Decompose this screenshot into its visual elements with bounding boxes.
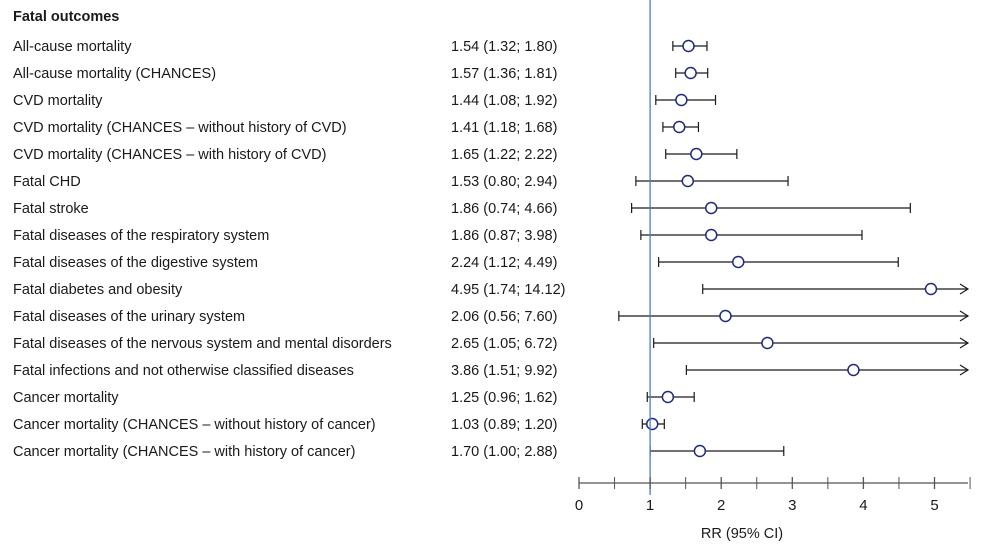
rr-point-marker <box>684 66 697 80</box>
outcome-label: All-cause mortality (CHANCES) <box>13 66 216 82</box>
outcome-label: CVD mortality <box>13 93 103 109</box>
forest-row: Cancer mortality (CHANCES – with history… <box>13 444 785 460</box>
rr-ci-text: 4.95 (1.74; 14.12) <box>451 282 565 298</box>
forest-row: Fatal diseases of the digestive system 2.… <box>13 255 899 271</box>
rr-point-marker <box>704 228 718 242</box>
plot-rows: All-cause mortality 1.54 (1.32; 1.80)All-… <box>13 39 970 460</box>
outcome-label: Fatal diseases of the digestive system <box>13 255 258 271</box>
ci-arrow <box>959 283 970 295</box>
rr-point-marker <box>761 336 774 350</box>
forest-row: CVD mortality 1.44 (1.08; 1.92) <box>13 93 717 109</box>
outcome-label: Cancer mortality (CHANCES – with history… <box>13 444 355 460</box>
ci-arrow <box>959 310 970 322</box>
rr-point-marker <box>732 255 745 269</box>
outcome-label: Fatal diabetes and obesity <box>13 282 183 298</box>
ci-arrow <box>959 337 970 349</box>
forest-row: Fatal CHD 1.53 (0.80; 2.94) <box>13 174 789 190</box>
x-tick-label: 5 <box>930 497 938 514</box>
forest-row: Cancer mortality (CHANCES – without hist… <box>13 417 665 433</box>
rr-ci-text: 1.25 (0.96; 1.62) <box>451 390 557 406</box>
section-header: Fatal outcomes <box>13 9 119 25</box>
rr-ci-text: 1.41 (1.18; 1.68) <box>451 120 557 136</box>
rr-point-marker <box>673 120 686 134</box>
rr-ci-text: 1.86 (0.87; 3.98) <box>451 228 557 244</box>
x-tick-label: 0 <box>575 497 583 514</box>
outcome-label: All-cause mortality <box>13 39 132 55</box>
rr-ci-text: 1.54 (1.32; 1.80) <box>451 39 557 55</box>
forest-row: All-cause mortality (CHANCES) 1.57 (1.36;… <box>13 66 709 82</box>
rr-point-marker <box>924 282 938 296</box>
rr-point-marker <box>690 147 703 161</box>
rr-point-marker <box>693 444 707 458</box>
rr-ci-text: 3.86 (1.51; 9.92) <box>451 363 557 379</box>
rr-ci-text: 1.70 (1.00; 2.88) <box>451 444 557 460</box>
rr-ci-text: 1.57 (1.36; 1.81) <box>451 66 557 82</box>
rr-ci-text: 1.86 (0.74; 4.66) <box>451 201 557 217</box>
rr-ci-text: 1.65 (1.22; 2.22) <box>451 147 557 163</box>
forest-row: Fatal diseases of the nervous system and… <box>13 336 970 352</box>
x-tick-label: 3 <box>788 497 796 514</box>
rr-ci-text: 2.06 (0.56; 7.60) <box>451 309 557 325</box>
rr-point-marker <box>704 201 718 215</box>
forest-row: Fatal diabetes and obesity 4.95 (1.74; 14… <box>13 282 970 298</box>
outcome-label: Fatal stroke <box>13 201 89 217</box>
outcome-label: Cancer mortality (CHANCES – without hist… <box>13 417 376 433</box>
x-tick-label: 4 <box>859 497 867 514</box>
forest-row: Cancer mortality 1.25 (0.96; 1.62) <box>13 390 695 406</box>
forest-row: CVD mortality (CHANCES – with history of… <box>13 147 738 163</box>
rr-point-marker <box>661 390 675 404</box>
rr-point-marker <box>681 174 695 188</box>
rr-point-marker <box>847 363 860 377</box>
ci-arrow <box>959 364 970 376</box>
forest-row: Fatal stroke 1.86 (0.74; 4.66) <box>13 201 911 217</box>
rr-ci-text: 2.24 (1.12; 4.49) <box>451 255 557 271</box>
rr-point-marker <box>645 417 659 431</box>
forest-row: All-cause mortality 1.54 (1.32; 1.80) <box>13 39 708 55</box>
outcome-label: CVD mortality (CHANCES – without history… <box>13 120 347 136</box>
forest-row: Fatal diseases of the urinary system 2.06… <box>13 309 970 325</box>
forest-row: Fatal infections and not otherwise class… <box>13 363 970 379</box>
rr-ci-text: 1.03 (0.89; 1.20) <box>451 417 557 433</box>
outcome-label: CVD mortality (CHANCES – with history of… <box>13 147 326 163</box>
x-tick-label: 2 <box>717 497 725 514</box>
outcome-label: Fatal infections and not otherwise class… <box>13 363 354 379</box>
x-tick-label: 1 <box>646 497 654 514</box>
outcome-label: Cancer mortality <box>13 390 119 406</box>
rr-point-marker <box>682 39 695 53</box>
x-axis-label: RR (95% CI) <box>701 526 783 542</box>
forest-row: Fatal diseases of the respiratory system… <box>13 228 863 244</box>
forest-row: CVD mortality (CHANCES – without history… <box>13 120 700 136</box>
rr-point-marker <box>675 93 688 107</box>
rr-point-marker <box>719 309 732 323</box>
x-axis: 0 1 2 3 4 5 <box>575 477 971 514</box>
rr-ci-text: 2.65 (1.05; 6.72) <box>451 336 557 352</box>
outcome-label: Fatal diseases of the respiratory system <box>13 228 269 244</box>
outcome-label: Fatal diseases of the urinary system <box>13 309 245 325</box>
rr-ci-text: 1.44 (1.08; 1.92) <box>451 93 557 109</box>
outcome-label: Fatal CHD <box>13 174 81 190</box>
outcome-label: Fatal diseases of the nervous system and… <box>13 336 392 352</box>
rr-ci-text: 1.53 (0.80; 2.94) <box>451 174 557 190</box>
